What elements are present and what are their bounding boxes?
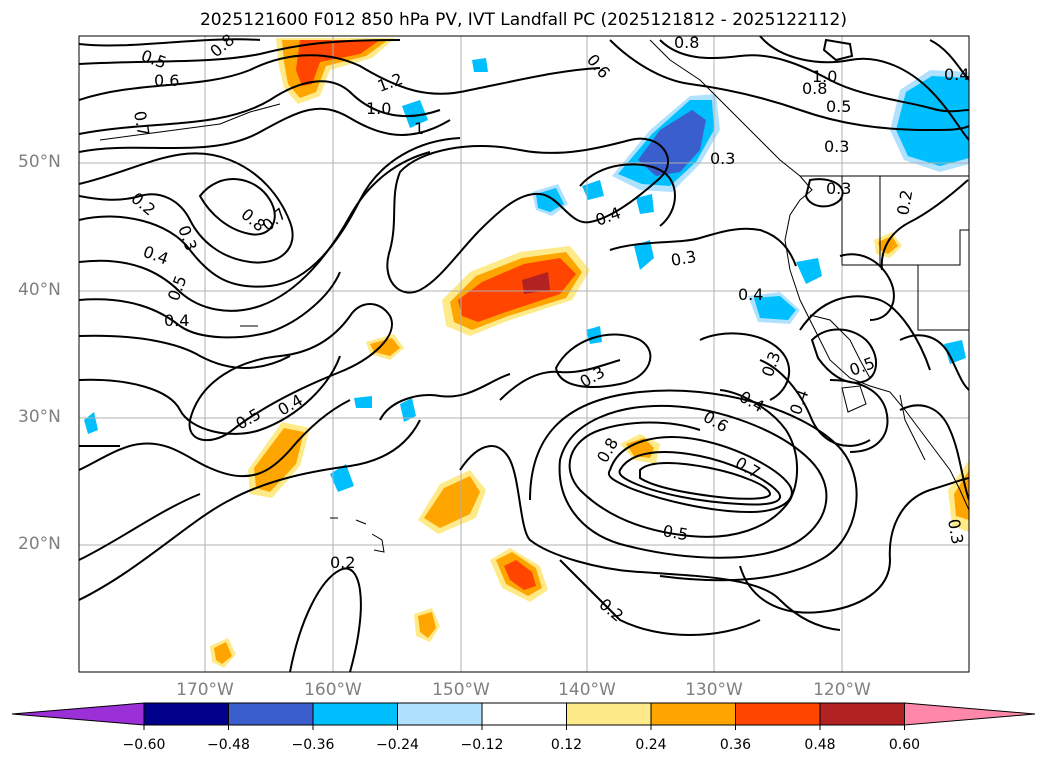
lon-label-150w: 150°W [432, 680, 490, 700]
colorbar-tick-label: 0.48 [804, 737, 836, 753]
colorbar-tick-label: 0.60 [888, 737, 921, 753]
contour-label: 0.3 [669, 247, 697, 270]
negative-shade-small-8 [944, 340, 966, 364]
colorbar-tick-label: −0.24 [376, 737, 419, 753]
colorbar-tick-label: −0.48 [207, 737, 250, 753]
positive-shade-small-2-core [418, 612, 436, 638]
lon-label-140w: 140°W [558, 680, 616, 700]
negative-shade-east-core [896, 76, 969, 166]
lon-label-130w: 130°W [685, 680, 743, 700]
positive-shade-small-3-core [214, 642, 232, 664]
coastlines [99, 39, 969, 553]
colorbar-segment [397, 702, 483, 726]
positive-shade-gulf-alaska-inner [296, 40, 380, 86]
map-title: 2025121600 F012 850 hPa PV, IVT Landfall… [199, 10, 847, 30]
contour-label: 0.4 [944, 65, 969, 84]
lon-label-170w: 170°W [176, 680, 234, 700]
contour-label: 0.3 [826, 179, 851, 198]
colorbar-tick-label: −0.60 [122, 737, 166, 753]
colorbar [11, 702, 1036, 726]
lon-label-160w: 160°W [304, 680, 362, 700]
contour-label: 1.0 [366, 99, 391, 118]
contour-label: 0.2 [330, 553, 355, 572]
shaded-anomalies [84, 38, 969, 668]
contour-label: 0.6 [154, 71, 179, 90]
colorbar-segment [481, 702, 567, 726]
contour-label: 0.2 [893, 188, 916, 216]
colorbar-segment [566, 702, 652, 726]
contour-label: 1 [414, 119, 424, 138]
negative-shade-small-12 [354, 396, 372, 408]
contour-label: 0.3 [824, 137, 849, 156]
contour-label: 0.4 [164, 311, 189, 330]
positive-shade-south-core [504, 560, 536, 590]
negative-shade-small-13 [472, 58, 488, 72]
lat-label-50n: 50°N [18, 152, 61, 172]
colorbar-tick-label: −0.36 [291, 737, 335, 753]
positive-shade-small-5-core [878, 236, 898, 254]
lat-label-30n: 30°N [18, 407, 61, 427]
contour-label: 0.8 [674, 33, 699, 52]
negative-shade-small-7 [402, 100, 428, 128]
positive-shade-central-max [522, 272, 550, 294]
contour-label: 0.8 [802, 79, 827, 98]
colorbar-tick-label: 0.36 [719, 737, 752, 753]
colorbar-segment [143, 702, 229, 726]
colorbar-segment [228, 702, 314, 726]
lat-label-20n: 20°N [18, 534, 61, 554]
contour-lines [79, 36, 969, 672]
negative-shade-small-2-core [754, 296, 796, 320]
colorbar-segment [819, 702, 905, 726]
contour-label: 0.5 [826, 97, 851, 116]
contour-label: 0.3 [944, 517, 967, 545]
contour-label: 0.4 [738, 285, 763, 304]
contour-label: 0.7 [130, 109, 153, 137]
positive-shade-hawaii-ne-core [424, 476, 480, 528]
negative-shade-alaska-panhandle-core [638, 110, 706, 176]
negative-shade-small-5 [400, 398, 416, 422]
colorbar-tick-label: 0.24 [635, 737, 667, 753]
contour-label: 0.3 [710, 149, 735, 168]
negative-shade-small-3 [796, 258, 822, 284]
colorbar-under-arrow [11, 702, 145, 726]
positive-shade-small-1-core [370, 338, 400, 356]
gridlines [79, 36, 969, 672]
negative-shade-small-6 [330, 464, 354, 492]
contour-label: 0.5 [661, 521, 689, 544]
colorbar-tick-marks [143, 725, 905, 730]
colorbar-segment [650, 702, 736, 726]
colorbar-tick-label: −0.12 [460, 737, 504, 753]
lon-label-120w: 120°W [813, 680, 871, 700]
plot-frame [78, 35, 970, 673]
lat-label-40n: 40°N [18, 280, 61, 300]
colorbar-segment [735, 702, 821, 726]
contour-label: 1.0 [812, 67, 837, 86]
negative-shade-small-4 [634, 240, 654, 270]
colorbar-tick-label: 0.12 [550, 737, 583, 753]
colorbar-segment [312, 702, 398, 726]
negative-shade-small-10 [636, 194, 654, 214]
colorbar-over-arrow [904, 702, 1036, 726]
